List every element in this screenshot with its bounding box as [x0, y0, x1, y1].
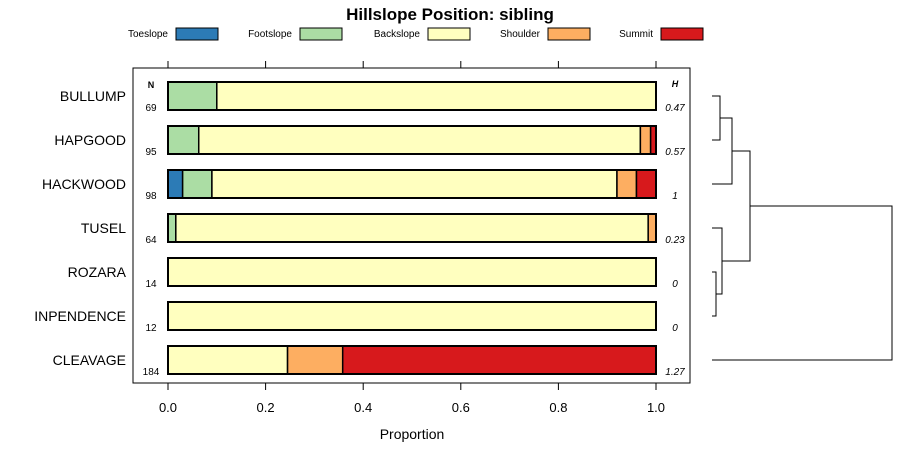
dendro-branch	[712, 205, 893, 361]
category-label-bullump: BULLUMP	[60, 88, 126, 104]
legend: Toeslope Footslope Backslope Shoulder Summit	[128, 27, 704, 41]
bar-segment-shoulder	[616, 169, 638, 199]
dendrogram	[712, 95, 893, 361]
category-label-tusel: TUSEL	[81, 220, 126, 236]
bar-segment-backslope	[167, 345, 289, 375]
h-value: 0.47	[665, 103, 685, 114]
n-value: 64	[145, 235, 157, 246]
dendro-branch	[712, 95, 721, 141]
h-value: 0	[672, 323, 678, 334]
x-tick-label: 0.4	[354, 400, 372, 415]
n-header: N	[148, 80, 155, 90]
x-tick-label: 1.0	[647, 400, 665, 415]
n-value: 14	[145, 279, 157, 290]
x-tick-label: 0.8	[549, 400, 567, 415]
bar-outline	[167, 301, 657, 331]
bar-outline	[167, 257, 657, 287]
h-value: 0.23	[665, 235, 685, 246]
legend-label-backslope: Backslope	[374, 29, 421, 40]
bar-outline	[167, 81, 657, 111]
legend-label-summit: Summit	[619, 29, 653, 40]
h-value: 1.27	[665, 367, 685, 378]
category-label-cleavage: CLEAVAGE	[53, 352, 126, 368]
n-value: 98	[145, 191, 157, 202]
legend-label-toeslope: Toeslope	[128, 29, 168, 40]
h-header: H	[672, 79, 679, 89]
legend-swatch-summit	[660, 27, 704, 41]
bar-segment-backslope	[167, 257, 657, 287]
dendro-branch	[712, 271, 717, 317]
bar-outline	[167, 169, 657, 199]
x-tick-label: 0.2	[257, 400, 275, 415]
dendro-branch	[712, 117, 733, 185]
bar-segment-footslope	[167, 213, 177, 243]
dendro-branch	[722, 150, 751, 262]
category-label-inpendence: INPENDENCE	[34, 308, 126, 324]
category-label-rozara: ROZARA	[68, 264, 127, 280]
bar-segment-footslope	[181, 169, 213, 199]
n-value: 69	[145, 103, 157, 114]
bar-segment-footslope	[167, 81, 218, 111]
n-value: 12	[145, 323, 157, 334]
plot-panel	[132, 67, 691, 384]
bar-segment-backslope	[175, 213, 649, 243]
bar-segment-toeslope	[167, 169, 184, 199]
legend-swatch-footslope	[299, 27, 343, 41]
category-label-hackwood: HACKWOOD	[42, 176, 126, 192]
n-value: 184	[143, 367, 160, 378]
bar-outline	[167, 345, 657, 375]
bars-group: BULLUMP 69 0.47 HAPGOOD 95 0.57 HACKWOOD 98 1 TUS…	[34, 81, 685, 378]
h-value: 0.57	[665, 147, 685, 158]
bar-segment-shoulder	[639, 125, 652, 155]
h-value: 0	[672, 279, 678, 290]
chart-title: Hillslope Position: sibling	[346, 5, 554, 24]
bar-segment-backslope	[167, 301, 657, 331]
h-value: 1	[672, 191, 678, 202]
x-axis-label: Proportion	[380, 426, 445, 442]
bar-segment-summit	[341, 345, 657, 375]
x-axis: 0.0 0.2 0.4 0.6 0.8 1.0	[159, 61, 665, 415]
legend-swatch-toeslope	[175, 27, 219, 41]
x-tick-label: 0.0	[159, 400, 177, 415]
bar-segment-footslope	[167, 125, 200, 155]
legend-swatch-shoulder	[547, 27, 591, 41]
bar-segment-backslope	[211, 169, 618, 199]
n-value: 95	[145, 147, 157, 158]
legend-swatch-backslope	[427, 27, 471, 41]
bar-segment-shoulder	[647, 213, 657, 243]
bar-segment-summit	[635, 169, 657, 199]
category-label-hapgood: HAPGOOD	[54, 132, 126, 148]
bar-segment-backslope	[216, 81, 657, 111]
bar-outline	[167, 213, 657, 243]
x-tick-label: 0.6	[452, 400, 470, 415]
bar-outline	[167, 125, 657, 155]
bar-segment-shoulder	[286, 345, 344, 375]
legend-label-footslope: Footslope	[248, 29, 292, 40]
bar-segment-backslope	[197, 125, 642, 155]
dendro-branch	[712, 227, 723, 295]
legend-label-shoulder: Shoulder	[500, 29, 541, 40]
